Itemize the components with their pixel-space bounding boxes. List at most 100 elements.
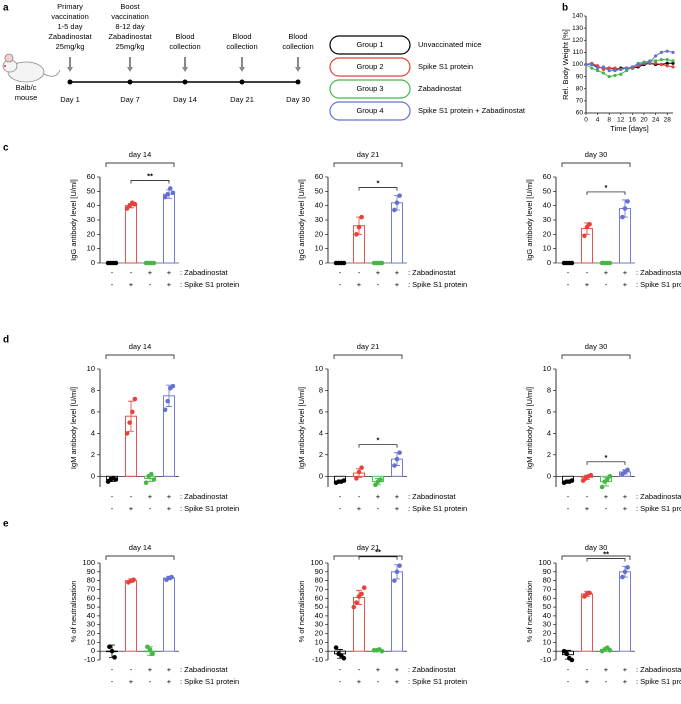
event-label: Zabadinostat [48, 32, 92, 41]
y-tick-label: 2 [547, 450, 551, 459]
y-tick-label: 30 [315, 620, 323, 629]
y-tick-label: -10 [84, 655, 95, 664]
y-tick-label: 60 [315, 172, 323, 181]
arrow-head [127, 67, 133, 72]
event-label: Boost [120, 2, 140, 11]
series-line [585, 59, 674, 78]
y-tick-label: 10 [315, 637, 323, 646]
event-label: Blood [175, 32, 194, 41]
data-point [582, 233, 587, 239]
panel-label: c [3, 143, 9, 154]
y-tick-label: 70 [576, 98, 584, 105]
row-label: : Zabadinostat [180, 268, 228, 277]
data-point [599, 484, 605, 490]
chart-title: day 30 [585, 150, 608, 159]
event-day: Day 30 [286, 95, 310, 104]
chart-title: day 21 [357, 543, 380, 552]
event-label: vaccination [51, 12, 89, 21]
bar [391, 571, 403, 652]
sign: + [395, 280, 400, 289]
sign: + [623, 665, 628, 674]
sign: + [376, 268, 381, 277]
series-point [596, 68, 600, 73]
title-bracket [105, 354, 175, 359]
chart-title: day 14 [129, 150, 152, 159]
arrow-head [67, 67, 73, 72]
x-axis-label: Time [days] [610, 124, 648, 133]
event-label: 25mg/kg [116, 42, 145, 51]
sign: + [357, 280, 362, 289]
x-tick-label: 4 [596, 117, 600, 124]
group-pill [329, 101, 411, 121]
data-point [162, 407, 168, 413]
y-tick-label: 10 [315, 244, 323, 253]
data-point [607, 260, 613, 266]
panel-label: a [3, 3, 9, 14]
y-tick-label: 90 [543, 567, 551, 576]
data-point [341, 478, 347, 483]
y-tick-label: 90 [87, 567, 95, 576]
significance-label: * [377, 436, 380, 445]
sign: - [130, 665, 133, 674]
mouse-label: Balb/c [16, 83, 37, 92]
series-point [671, 50, 675, 54]
sign: + [376, 492, 381, 501]
significance-label: * [377, 179, 380, 188]
event-dot [295, 79, 301, 85]
row-label: : Zabadinostat [408, 665, 456, 674]
sign: - [339, 665, 342, 674]
sign: + [585, 677, 590, 686]
series-point [601, 65, 606, 69]
series-point [659, 58, 664, 62]
significance-bracket [586, 191, 626, 195]
y-tick-label: 120 [572, 37, 583, 44]
data-point [151, 260, 157, 266]
y-tick-label: 100 [82, 558, 95, 567]
series-point [665, 61, 669, 65]
title-bracket [561, 354, 631, 359]
data-point [356, 224, 362, 230]
y-axis-label: % of neutralisation [525, 581, 534, 643]
y-tick-label: 90 [576, 73, 584, 80]
row-label: : Spike S1 protein [636, 677, 681, 686]
y-tick-label: 40 [543, 201, 551, 210]
group-name: Group 1 [356, 40, 383, 49]
y-tick-label: 60 [576, 110, 584, 117]
y-tick-label: 90 [315, 567, 323, 576]
sign: + [623, 280, 628, 289]
y-tick-label: 20 [87, 629, 95, 638]
row-label: : Zabadinostat [180, 492, 228, 501]
series-point [584, 62, 588, 67]
y-tick-label: 50 [87, 186, 95, 195]
y-tick-label: 20 [543, 229, 551, 238]
x-tick-label: 20 [640, 117, 648, 124]
y-tick-label: 10 [543, 364, 551, 373]
y-tick-label: 50 [315, 186, 323, 195]
significance-bracket [586, 558, 626, 562]
row-label: : Spike S1 protein [180, 280, 239, 289]
y-tick-label: 100 [538, 558, 551, 567]
row-label: : Zabadinostat [636, 268, 681, 277]
y-tick-label: 80 [543, 576, 551, 585]
y-tick-label: 4 [91, 428, 95, 437]
title-bracket [561, 162, 631, 167]
data-point [150, 651, 155, 657]
series-point [625, 66, 629, 70]
significance-label: * [605, 453, 608, 462]
data-point [170, 190, 176, 196]
y-tick-label: 60 [87, 172, 95, 181]
data-point [356, 469, 362, 475]
y-tick-label: 8 [547, 385, 551, 394]
group-description: Unvaccinated mice [418, 40, 481, 49]
chart-title: day 21 [357, 342, 380, 351]
sign: - [358, 268, 361, 277]
sign: + [129, 677, 134, 686]
y-tick-label: 30 [87, 215, 95, 224]
y-tick-label: 40 [543, 611, 551, 620]
sign: - [377, 504, 380, 513]
error-bar [128, 400, 134, 432]
data-point [361, 585, 367, 590]
y-axis-label: % of neutralisation [69, 581, 78, 643]
y-tick-label: 30 [87, 620, 95, 629]
bar [163, 577, 175, 652]
